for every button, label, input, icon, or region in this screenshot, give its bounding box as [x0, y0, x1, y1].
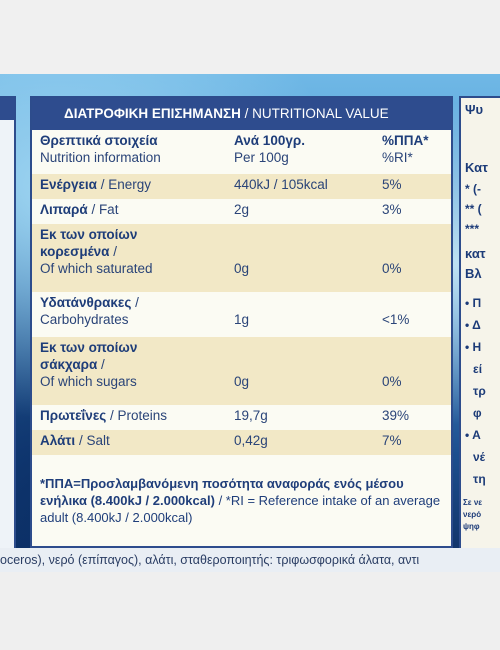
- nutrient-greek-line2: σάκχαρα: [40, 357, 98, 372]
- nutrient-value: 440kJ / 105kcal: [234, 177, 328, 192]
- nutrient-ri: 0%: [382, 374, 402, 389]
- nutrient-ri: 3%: [382, 202, 402, 217]
- nutrient-greek: Λιπαρά: [40, 202, 88, 217]
- col-ri-english: %RI*: [382, 150, 413, 165]
- nutrient-greek-line2: κορεσμένα: [40, 244, 110, 259]
- nutrient-separator: /: [131, 295, 139, 310]
- nutrient-english: / Fat: [91, 202, 119, 217]
- right-fragment: • Π: [465, 296, 482, 310]
- right-fragment: τρ: [473, 384, 486, 398]
- nutrient-english: Carbohydrates: [40, 312, 129, 327]
- right-fragment: φ: [473, 406, 482, 420]
- nutrient-english: Of which sugars: [40, 374, 137, 389]
- right-fragment: Σε νε: [463, 498, 483, 507]
- nutrient-value: 19,7g: [234, 408, 268, 423]
- right-fragment: Κατ: [465, 160, 488, 175]
- right-fragment: νερό: [463, 510, 482, 519]
- col-ri-greek: %ΠΠΑ*: [382, 133, 429, 148]
- right-fragment: ** (: [465, 202, 482, 216]
- nutrient-value: 0g: [234, 374, 250, 389]
- nutrient-value: 1g: [234, 312, 250, 327]
- nutrient-value: 0g: [234, 261, 250, 276]
- nutrient-greek-line1: Εκ των οποίων: [40, 340, 138, 355]
- footnote-greek: *ΠΠΑ=Προσλαμβανόμενη ποσότητα αναφοράς ε…: [40, 476, 404, 508]
- nutrient-ri: 5%: [382, 177, 402, 192]
- nutrient-greek: Ενέργεια: [40, 177, 97, 192]
- nutrient-english: Of which saturated: [40, 261, 153, 276]
- right-fragment: Βλ: [465, 266, 482, 281]
- nutrient-separator: /: [97, 357, 105, 372]
- nutrient-value: 0,42g: [234, 433, 268, 448]
- nutrient-greek: Υδατάνθρακες: [40, 295, 132, 310]
- right-fragment: ψηφ: [463, 522, 480, 531]
- table-row: Πρωτεΐνες / Proteins 19,7g 39%: [32, 405, 451, 430]
- col-name-greek: Θρεπτικά στοιχεία: [40, 133, 158, 148]
- ingredients-strip: oceros), νερό (επίπαγος), αλάτι, σταθερο…: [0, 548, 500, 572]
- nutrient-ri: <1%: [382, 312, 410, 327]
- footnote: *ΠΠΑ=Προσλαμβανόμενη ποσότητα αναφοράς ε…: [32, 471, 451, 526]
- left-panel-header: [0, 98, 14, 120]
- right-fragment: ***: [465, 222, 480, 236]
- right-fragment: • Η: [465, 340, 482, 354]
- nutrition-label: ΔΙΑΤΡΟΦΙΚΗ ΕΠΙΣΗΜΑΝΣΗ / NUTRITIONAL VALU…: [30, 96, 453, 548]
- table-row: Αλάτι / Salt 0,42g 7%: [32, 430, 451, 455]
- right-fragment: • Α: [465, 428, 481, 442]
- right-fragment: * (-: [465, 182, 481, 196]
- right-info-panel: Ψυ Κατ * (- ** ( *** κατ Βλ • Π • Δ • Η …: [459, 96, 500, 552]
- nutrient-english: / Salt: [78, 433, 110, 448]
- nutrient-english: / Energy: [100, 177, 151, 192]
- footnote-english: / *RI = Reference intake of an average a…: [40, 493, 441, 525]
- nutrient-separator: /: [109, 244, 117, 259]
- nutrient-ri: 0%: [382, 261, 402, 276]
- column-header-row: Θρεπτικά στοιχεία Nutrition information …: [32, 130, 451, 174]
- table-row: Εκ των οποίων κορεσμένα / Of which satur…: [32, 224, 451, 292]
- col-per-greek: Ανά 100γρ.: [234, 133, 305, 148]
- nutrient-greek-line1: Εκ των οποίων: [40, 227, 138, 242]
- col-name-english: Nutrition information: [40, 150, 161, 165]
- left-panel-edge: [0, 96, 16, 552]
- header-greek: ΔΙΑΤΡΟΦΙΚΗ ΕΠΙΣΗΜΑΝΣΗ: [64, 106, 241, 121]
- nutrient-ri: 39%: [382, 408, 410, 423]
- right-fragment: νέ: [473, 450, 486, 464]
- right-fragment: τη: [473, 472, 486, 486]
- col-per-english: Per 100g: [234, 150, 289, 165]
- nutrient-value: 2g: [234, 202, 250, 217]
- background-top: [0, 0, 500, 74]
- table-row: Λιπαρά / Fat 2g 3%: [32, 199, 451, 224]
- label-header: ΔΙΑΤΡΟΦΙΚΗ ΕΠΙΣΗΜΑΝΣΗ / NUTRITIONAL VALU…: [32, 98, 451, 130]
- nutrient-english: / Proteins: [110, 408, 168, 423]
- table-row: Υδατάνθρακες / Carbohydrates 1g <1%: [32, 292, 451, 337]
- nutrient-ri: 7%: [382, 433, 402, 448]
- table-row: Εκ των οποίων σάκχαρα / Of which sugars …: [32, 337, 451, 405]
- right-fragment: Ψυ: [465, 102, 484, 117]
- right-fragment: κατ: [465, 246, 486, 261]
- nutrient-greek: Αλάτι: [40, 433, 76, 448]
- right-fragment: • Δ: [465, 318, 481, 332]
- table-row: Ενέργεια / Energy 440kJ / 105kcal 5%: [32, 174, 451, 199]
- header-english: / NUTRITIONAL VALUE: [244, 106, 389, 121]
- right-fragment: εί: [473, 362, 483, 376]
- background-bottom: [0, 572, 500, 650]
- nutrient-greek: Πρωτεΐνες: [40, 408, 107, 423]
